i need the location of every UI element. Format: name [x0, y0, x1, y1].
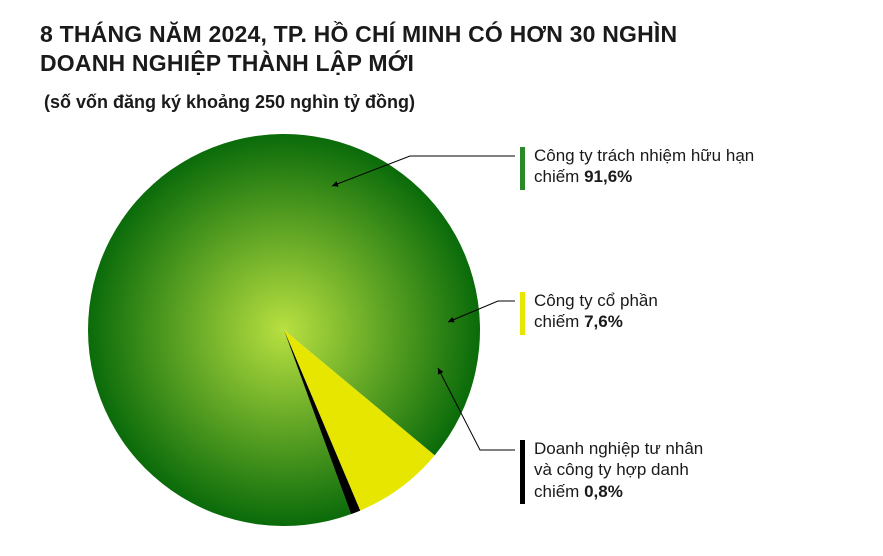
legend-bar-tnhh: [520, 147, 525, 190]
legend-text-cophan: Công ty cổ phần chiếm 7,6%: [534, 290, 854, 333]
legend-text-tunhan: Doanh nghiệp tư nhân và công ty hợp danh…: [534, 438, 854, 502]
legend-bar-tunhan: [520, 440, 525, 504]
legend-bar-cophan: [520, 292, 525, 335]
legend-text-tnhh: Công ty trách nhiệm hữu hạn chiếm 91,6%: [534, 145, 854, 188]
